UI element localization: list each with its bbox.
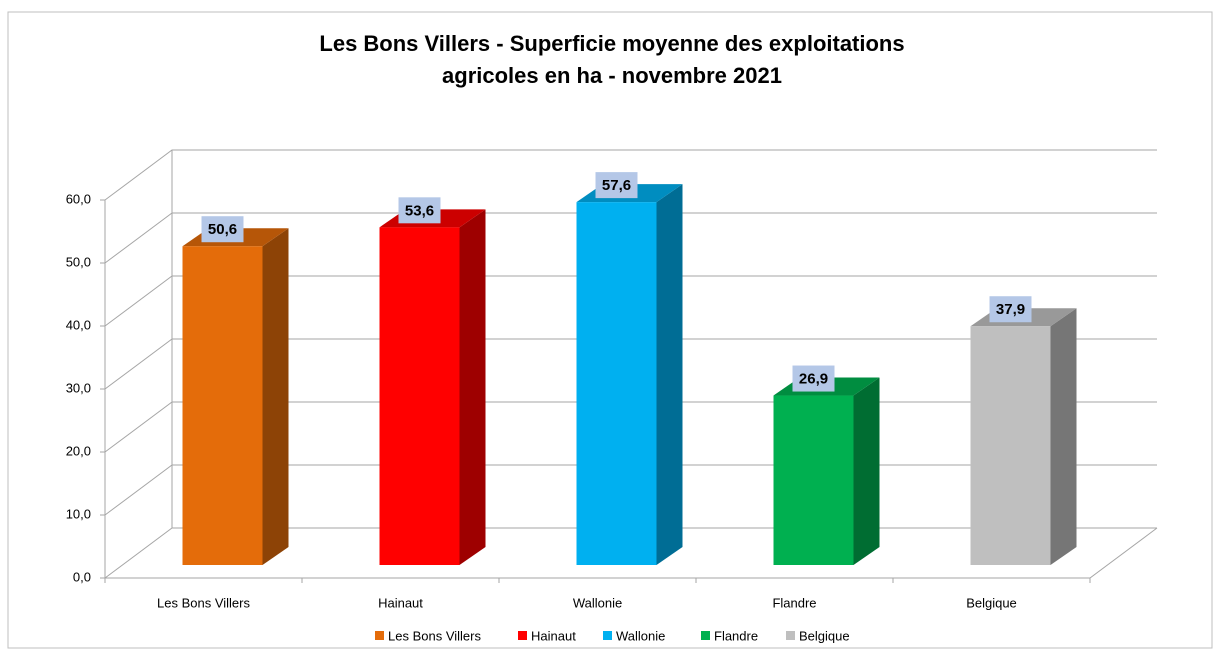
value-label: 50,6 xyxy=(208,221,237,238)
grid-line xyxy=(104,275,1157,327)
y-tick-label: 40,0 xyxy=(66,317,91,332)
value-label-box xyxy=(989,296,1032,323)
legend-label: Les Bons Villers xyxy=(388,628,481,643)
bar xyxy=(970,326,1051,565)
legend-label: Wallonie xyxy=(616,628,665,643)
chart-title: agricoles en ha - novembre 2021 xyxy=(442,63,782,88)
y-tick-label: 50,0 xyxy=(66,254,91,269)
bar xyxy=(182,246,263,565)
bar-side xyxy=(459,209,486,565)
x-tick-label: Hainaut xyxy=(378,595,423,610)
x-tick-label: Wallonie xyxy=(573,595,622,610)
legend-swatch xyxy=(701,631,710,640)
y-tick-label: 30,0 xyxy=(66,380,91,395)
bar-side xyxy=(656,184,683,565)
grid-line xyxy=(104,149,1157,201)
legend-swatch xyxy=(375,631,384,640)
bar-side xyxy=(853,377,880,565)
y-tick-label: 60,0 xyxy=(66,191,91,206)
legend-label: Flandre xyxy=(714,628,758,643)
grid-line xyxy=(104,212,1157,264)
value-label: 57,6 xyxy=(602,177,631,194)
value-label-box xyxy=(595,172,638,199)
legend-label: Belgique xyxy=(799,628,850,643)
bar-side xyxy=(1050,308,1077,565)
legend-swatch xyxy=(786,631,795,640)
x-tick-label: Les Bons Villers xyxy=(157,595,250,610)
y-tick-label: 0,0 xyxy=(73,569,91,584)
y-tick-label: 10,0 xyxy=(66,506,91,521)
value-label: 53,6 xyxy=(405,202,434,219)
bar xyxy=(576,202,657,565)
bar-side xyxy=(262,228,289,565)
y-tick-label: 20,0 xyxy=(66,443,91,458)
legend-label: Hainaut xyxy=(531,628,576,643)
value-label-box xyxy=(792,365,835,392)
chart-title: Les Bons Villers - Superficie moyenne de… xyxy=(319,31,904,56)
bar xyxy=(773,395,854,565)
legend-swatch xyxy=(603,631,612,640)
value-label-box xyxy=(201,216,244,243)
x-tick-label: Flandre xyxy=(772,595,816,610)
x-tick-label: Belgique xyxy=(966,595,1017,610)
grid-line xyxy=(104,338,1157,390)
legend-swatch xyxy=(518,631,527,640)
bar xyxy=(379,227,460,565)
value-label-box xyxy=(398,197,441,224)
value-label: 26,9 xyxy=(799,370,828,387)
value-label: 37,9 xyxy=(996,301,1025,318)
